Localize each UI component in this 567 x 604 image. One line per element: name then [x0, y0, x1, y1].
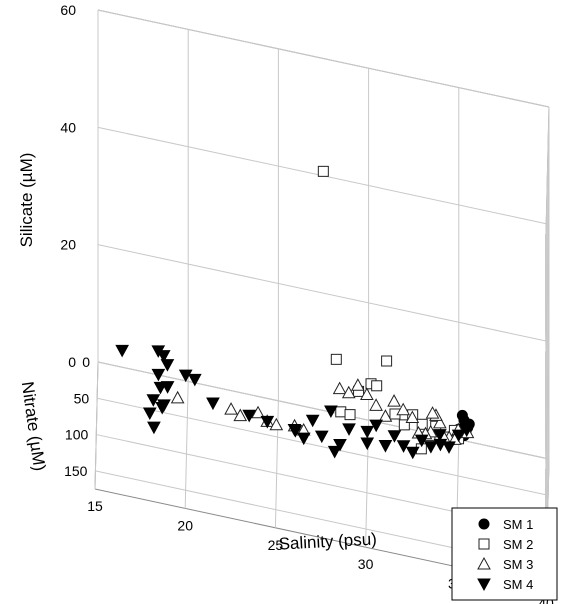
data-point [305, 414, 320, 428]
data-point [451, 429, 466, 443]
legend-label: SM 4 [503, 577, 533, 592]
gridline-x-floor [94, 361, 99, 490]
gridline-z-floor [97, 397, 549, 496]
data-point [155, 401, 170, 415]
gridline-z-floor [97, 361, 550, 460]
data-point [115, 344, 129, 358]
data-point [433, 438, 448, 452]
data-point [206, 397, 220, 411]
data-point [153, 381, 168, 395]
data-point [260, 415, 275, 429]
x-tick-label: 15 [87, 498, 103, 514]
data-point [432, 429, 447, 442]
data-point [387, 430, 402, 443]
data-point [378, 440, 393, 453]
data-point [333, 438, 347, 452]
y-axis-title: Silicate (µM) [17, 153, 36, 248]
z-tick-label: 50 [74, 390, 90, 406]
y-tick-label: 40 [60, 119, 76, 135]
chart-panels [94, 9, 550, 587]
data-point [396, 402, 411, 416]
data-point [146, 394, 161, 407]
legend-marker [477, 556, 491, 570]
data-point [187, 373, 202, 387]
data-point [360, 387, 374, 400]
data-point [456, 409, 468, 421]
data-point [414, 434, 429, 448]
data-point [360, 437, 375, 451]
x-tick-label: 20 [177, 517, 193, 533]
data-point [344, 409, 356, 421]
series-sm-2 [317, 165, 465, 455]
data-point [142, 407, 157, 420]
data-point [425, 406, 440, 419]
z-tick-label: 150 [64, 463, 88, 479]
x-tick-label: 30 [358, 556, 374, 572]
z-axis-title: Nitrate (µM) [18, 380, 49, 472]
legend-marker [477, 578, 491, 592]
y-tick-label: 20 [60, 237, 76, 253]
series-sm-4 [115, 344, 474, 460]
data-point [398, 419, 410, 431]
data-point [314, 430, 329, 444]
data-point [335, 406, 347, 418]
legend-label: SM 1 [503, 517, 533, 532]
data-point [327, 445, 342, 459]
data-point [424, 441, 438, 454]
data-point [156, 350, 171, 363]
data-point [330, 353, 342, 365]
gridline-x-floor [184, 381, 189, 509]
data-point [324, 405, 338, 419]
data-point [405, 446, 420, 460]
data-point [317, 165, 329, 177]
data-point [405, 410, 420, 424]
data-point [178, 369, 193, 383]
data-point [251, 405, 265, 419]
data-point [233, 408, 248, 422]
data-point [369, 419, 384, 433]
data-point [369, 398, 383, 411]
data-point [147, 421, 161, 435]
data-point [160, 359, 175, 372]
y-tick-label: 60 [60, 2, 76, 18]
x-axis-title: Salinity (psu) [278, 529, 377, 553]
data-points [115, 165, 475, 460]
legend: SM 1 SM 2 SM 3 SM 4 [451, 507, 558, 601]
data-point [442, 441, 456, 454]
legend-marker [478, 518, 490, 530]
legend-marker [478, 538, 490, 550]
data-point [360, 425, 375, 439]
data-point [269, 417, 284, 431]
data-point [342, 423, 356, 436]
data-point [296, 432, 311, 446]
z-tick-label: 100 [65, 427, 89, 443]
legend-label: SM 3 [503, 557, 533, 572]
legend-label: SM 2 [503, 537, 533, 552]
data-point [242, 409, 257, 423]
z-tick-label: 0 [82, 354, 90, 370]
data-point [381, 355, 393, 367]
data-point [170, 390, 185, 404]
data-point [332, 381, 347, 395]
data-point [224, 402, 238, 415]
data-point [351, 378, 365, 391]
chart-gridlines [94, 9, 550, 587]
data-point [387, 394, 401, 407]
data-point [416, 418, 428, 430]
y-tick-label: 0 [68, 354, 76, 370]
data-point [151, 368, 166, 382]
data-point [371, 380, 383, 392]
gridline-y [97, 244, 550, 343]
data-point [432, 415, 447, 429]
x-tick-label: 25 [268, 537, 284, 553]
gridline-y [97, 9, 550, 108]
data-point [288, 425, 303, 438]
data-point [341, 385, 356, 399]
data-point [378, 409, 393, 422]
data-point [396, 440, 411, 453]
legend-box [451, 507, 558, 601]
